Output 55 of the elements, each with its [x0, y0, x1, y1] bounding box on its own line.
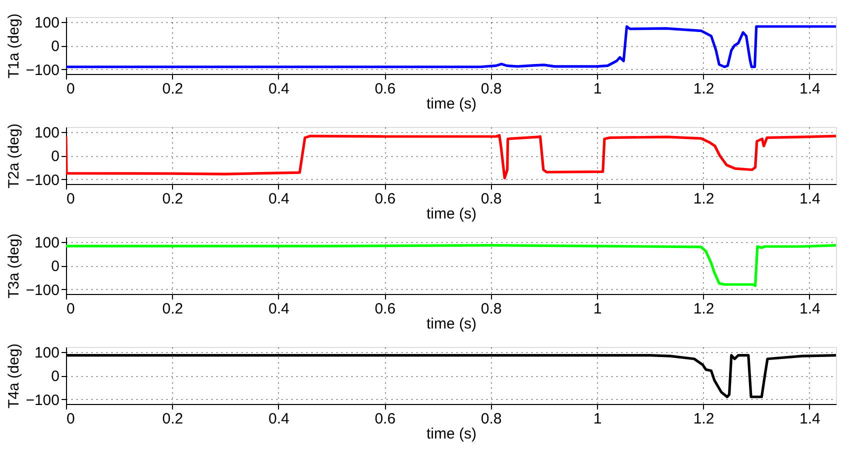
x-tick-label: 0.4 — [268, 410, 290, 428]
x-tick-label: 0.8 — [480, 410, 502, 428]
y-axis-title: T2a (deg) — [6, 123, 23, 189]
x-tick-label: 1.2 — [693, 190, 714, 208]
x-tick-label: 0.8 — [480, 190, 502, 208]
y-axis-title: T4a (deg) — [6, 343, 23, 409]
y-tick-label: 0 — [51, 368, 60, 385]
x-tick-label: 1 — [593, 80, 602, 98]
y-tick-label: 0 — [51, 258, 60, 275]
y-axis-title: T3a (deg) — [6, 233, 23, 299]
y-tick-label: 100 — [34, 234, 60, 252]
y-axis-title: T1a (deg) — [6, 13, 23, 79]
x-tick-label: 1.2 — [693, 300, 714, 318]
y-tick-label: −100 — [26, 62, 60, 79]
x-tick-label: 1 — [593, 190, 602, 208]
line-series — [66, 134, 836, 180]
line-series — [66, 244, 836, 287]
y-tick-label: 100 — [34, 344, 60, 362]
x-tick-label: 1.2 — [693, 410, 714, 428]
x-tick-label: 1 — [593, 410, 602, 428]
x-tick-label: 1.4 — [800, 190, 820, 208]
x-tick-label: 0.6 — [374, 80, 396, 98]
line-series — [66, 25, 836, 68]
x-tick-label: 1.4 — [800, 300, 820, 318]
y-tick-label: 0 — [51, 38, 60, 55]
y-tick-label: 0 — [51, 148, 60, 165]
x-tick-label: 0.2 — [162, 300, 184, 318]
x-tick-label: 0 — [66, 300, 75, 318]
x-tick-label: 0 — [66, 80, 75, 98]
x-axis-title: time (s) — [426, 206, 476, 222]
y-tick-label: −100 — [26, 172, 60, 189]
x-tick-label: 0 — [66, 410, 75, 428]
x-tick-label: 0.2 — [162, 190, 184, 208]
y-tick-label: 100 — [34, 124, 60, 142]
x-axis-title: time (s) — [426, 96, 476, 112]
x-tick-label: 1.4 — [800, 80, 820, 98]
y-tick-label: −100 — [26, 282, 60, 299]
x-tick-label: 0.6 — [374, 300, 396, 318]
x-tick-label: 0 — [66, 190, 75, 208]
x-tick-label: 1.4 — [800, 410, 820, 428]
x-tick-label: 1.2 — [693, 80, 714, 98]
x-axis-title: time (s) — [426, 316, 476, 332]
x-tick-label: 1 — [593, 300, 602, 318]
x-tick-label: 0.4 — [268, 300, 290, 318]
x-tick-label: 0.2 — [162, 410, 184, 428]
x-tick-label: 0.4 — [268, 190, 290, 208]
x-tick-label: 0.8 — [480, 300, 502, 318]
y-tick-label: −100 — [26, 392, 60, 409]
x-tick-label: 0.4 — [268, 80, 290, 98]
x-tick-label: 0.2 — [162, 80, 184, 98]
y-tick-label: 100 — [34, 14, 60, 32]
x-axis-title: time (s) — [426, 426, 476, 442]
x-tick-label: 0.6 — [374, 190, 396, 208]
x-tick-label: 0.8 — [480, 80, 502, 98]
x-tick-label: 0.6 — [374, 410, 396, 428]
